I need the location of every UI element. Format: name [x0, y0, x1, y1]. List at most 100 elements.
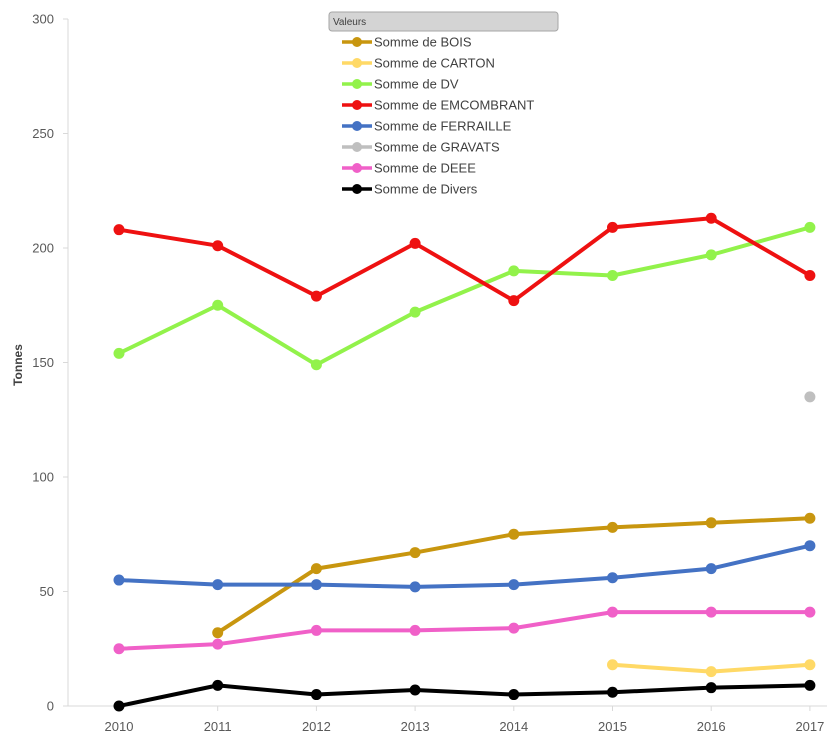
series-4 [113, 540, 816, 593]
legend-item[interactable]: Somme de BOIS [342, 35, 472, 50]
data-point [508, 295, 520, 307]
data-point [607, 686, 618, 698]
data-point [508, 622, 520, 634]
data-point [607, 521, 618, 533]
legend-swatch-marker [352, 58, 362, 68]
series-line [117, 610, 812, 651]
data-point [409, 306, 421, 318]
data-point [705, 682, 717, 694]
series-3 [113, 212, 816, 307]
legend-item[interactable]: Somme de Divers [342, 182, 478, 197]
series-1 [607, 659, 816, 678]
data-point [705, 666, 717, 678]
data-point [508, 579, 520, 591]
legend-label: Somme de DEEE [374, 161, 476, 176]
series-layer [113, 212, 816, 712]
data-point [607, 572, 618, 584]
legend-swatch-marker [352, 121, 362, 131]
data-point [804, 540, 816, 552]
legend-label: Somme de GRAVATS [374, 140, 500, 155]
x-tick-label: 2012 [302, 719, 331, 734]
data-point [607, 659, 618, 671]
series-7 [113, 679, 816, 712]
data-point [607, 269, 618, 281]
x-tick-label: 2013 [401, 719, 430, 734]
legend-swatch-marker [352, 37, 362, 47]
data-point [705, 517, 717, 529]
data-point [607, 606, 618, 618]
legend-swatch-marker [352, 100, 362, 110]
y-axis-label: Tonnes [11, 344, 25, 386]
data-point [409, 237, 421, 249]
data-point [508, 689, 520, 701]
legend-item[interactable]: Somme de GRAVATS [342, 140, 500, 155]
data-point [212, 679, 224, 691]
x-tick-label: 2011 [204, 719, 232, 734]
y-tick-label: 50 [40, 584, 54, 599]
legend-item[interactable]: Somme de DV [342, 77, 459, 92]
data-point [705, 606, 717, 618]
y-tick-label: 0 [47, 699, 54, 714]
legend-label: Somme de CARTON [374, 56, 495, 71]
x-tick-label: 2017 [795, 719, 824, 734]
data-point [310, 579, 322, 591]
legend-items: Somme de BOIS Somme de CARTON Somme de DV S… [342, 35, 534, 197]
data-point [212, 299, 224, 311]
legend-item[interactable]: Somme de FERRAILLE [342, 119, 512, 134]
data-point [804, 606, 816, 618]
data-point [804, 269, 816, 281]
axes: 0 50 100 150 200 250 300 2010 2011 2012 2013 2014 20… [32, 12, 827, 734]
y-tick-label: 200 [32, 241, 54, 256]
data-point [409, 684, 421, 696]
x-tick-label: 2010 [105, 719, 134, 734]
data-point [310, 290, 322, 302]
data-point [409, 624, 421, 636]
data-point [212, 627, 224, 639]
series-5 [804, 391, 816, 403]
series-line [117, 225, 812, 367]
legend-label: Somme de EMCOMBRANT [374, 98, 534, 113]
legend-label: Somme de BOIS [374, 35, 472, 50]
data-point [607, 221, 618, 233]
x-tick-label: 2015 [598, 719, 627, 734]
legend-swatch-marker [352, 79, 362, 89]
data-point [310, 624, 322, 636]
legend-swatch-marker [352, 142, 362, 152]
data-point [705, 563, 717, 575]
legend-title: Valeurs [333, 17, 366, 28]
legend-header [328, 11, 559, 32]
data-point [409, 547, 421, 559]
series-6 [113, 606, 816, 655]
legend-swatch-marker [352, 184, 362, 194]
data-point [310, 689, 322, 701]
data-point [113, 574, 125, 586]
y-tick-label: 150 [32, 355, 54, 370]
legend-label: Somme de FERRAILLE [374, 119, 512, 134]
data-point [705, 212, 717, 224]
data-point [212, 638, 224, 650]
series-line [117, 543, 812, 589]
data-point [113, 700, 125, 712]
data-point [409, 581, 421, 593]
data-point [508, 528, 520, 540]
series-2 [113, 221, 816, 371]
series-0 [212, 512, 816, 639]
series-line [117, 683, 812, 708]
y-tick-label: 100 [32, 470, 54, 485]
data-point [212, 579, 224, 591]
legend-item[interactable]: Somme de DEEE [342, 161, 476, 176]
data-point [705, 249, 717, 261]
y-tick-label: 300 [32, 12, 54, 27]
data-point [310, 359, 322, 371]
legend-label: Somme de DV [374, 77, 459, 92]
data-point [310, 563, 322, 575]
data-point [804, 679, 816, 691]
data-point [804, 659, 816, 671]
legend-item[interactable]: Somme de CARTON [342, 56, 495, 71]
x-tick-label: 2016 [697, 719, 726, 734]
series-line [117, 216, 812, 303]
legend-item[interactable]: Somme de EMCOMBRANT [342, 98, 534, 113]
y-tick-label: 250 [32, 126, 54, 141]
